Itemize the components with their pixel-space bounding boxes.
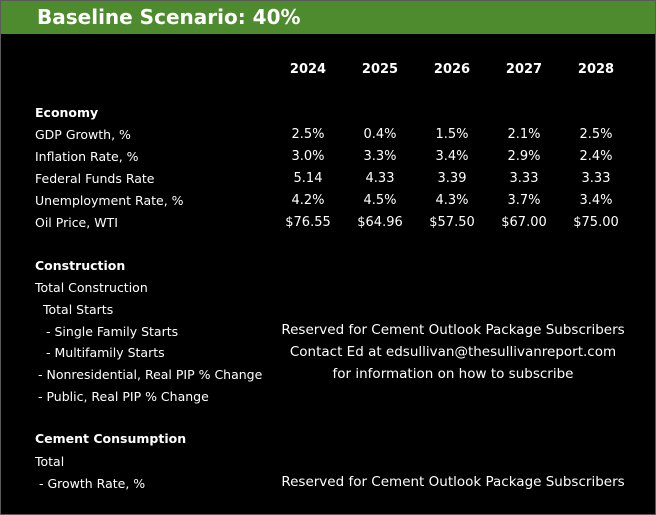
table-cell: 4.2% bbox=[291, 193, 325, 208]
table-cell: 4.33 bbox=[365, 171, 395, 186]
year-header-2024: 2024 bbox=[289, 62, 327, 77]
table-cell: $76.55 bbox=[285, 215, 331, 230]
row-label-public: - Public, Real PIP % Change bbox=[38, 389, 209, 404]
table-cell: 3.4% bbox=[579, 193, 613, 208]
subscriber-notice: Reserved for Cement Outlook Package Subs… bbox=[281, 322, 625, 338]
row-label-growth-rate: - Growth Rate, % bbox=[35, 476, 146, 491]
table-cell: 2.5% bbox=[579, 127, 613, 142]
table-cell: 2.4% bbox=[579, 149, 613, 164]
row-label-single-family-starts: - Single Family Starts bbox=[46, 324, 179, 339]
table-cell: 5.14 bbox=[293, 171, 323, 186]
table-cell: 2.1% bbox=[507, 127, 541, 142]
year-header-2027: 2027 bbox=[505, 62, 543, 77]
table-cell: 3.7% bbox=[507, 193, 541, 208]
table-cell: 3.4% bbox=[435, 149, 469, 164]
cement-subscriber-notice: Reserved for Cement Outlook Package Subs… bbox=[281, 474, 625, 490]
section-heading-economy: Economy bbox=[35, 105, 99, 120]
table-cell: 3.3% bbox=[363, 149, 397, 164]
table-cell: 2.5% bbox=[291, 127, 325, 142]
row-label-nonresidential: - Nonresidential, Real PIP % Change bbox=[38, 367, 263, 382]
contact-notice: Contact Ed at edsullivan@thesullivanrepo… bbox=[289, 344, 617, 360]
year-header-2026: 2026 bbox=[433, 62, 471, 77]
table-cell: 4.3% bbox=[435, 193, 469, 208]
subscribe-info-notice: for information on how to subscribe bbox=[332, 366, 574, 382]
table-cell: 3.33 bbox=[581, 171, 611, 186]
table-cell: $64.96 bbox=[357, 215, 403, 230]
table-cell: 3.0% bbox=[291, 149, 325, 164]
year-header-2028: 2028 bbox=[577, 62, 615, 77]
section-heading-cement: Cement Consumption bbox=[35, 431, 187, 446]
table-cell: 1.5% bbox=[435, 127, 469, 142]
row-label-multifamily-starts: - Multifamily Starts bbox=[46, 345, 165, 360]
table-cell: 2.9% bbox=[507, 149, 541, 164]
table-cell: 4.5% bbox=[363, 193, 397, 208]
title-bar: Baseline Scenario: 40% bbox=[1, 1, 655, 34]
row-label: Oil Price, WTI bbox=[35, 215, 118, 230]
row-label-total-starts: Total Starts bbox=[43, 302, 114, 317]
table-cell: $57.50 bbox=[429, 215, 475, 230]
table-cell: 3.33 bbox=[509, 171, 539, 186]
table-cell: $75.00 bbox=[573, 215, 619, 230]
table-cell: 3.39 bbox=[437, 171, 467, 186]
year-header-2025: 2025 bbox=[361, 62, 399, 77]
section-heading-construction: Construction bbox=[35, 258, 126, 273]
row-label: GDP Growth, % bbox=[35, 127, 131, 142]
row-label: Inflation Rate, % bbox=[35, 149, 139, 164]
row-label: Unemployment Rate, % bbox=[35, 193, 184, 208]
row-label: Federal Funds Rate bbox=[35, 171, 155, 186]
table-cell: $67.00 bbox=[501, 215, 547, 230]
row-label-total-construction: Total Construction bbox=[35, 280, 148, 295]
table-cell: 0.4% bbox=[363, 127, 397, 142]
page-title: Baseline Scenario: 40% bbox=[37, 5, 301, 29]
row-label-total: Total bbox=[35, 454, 65, 469]
